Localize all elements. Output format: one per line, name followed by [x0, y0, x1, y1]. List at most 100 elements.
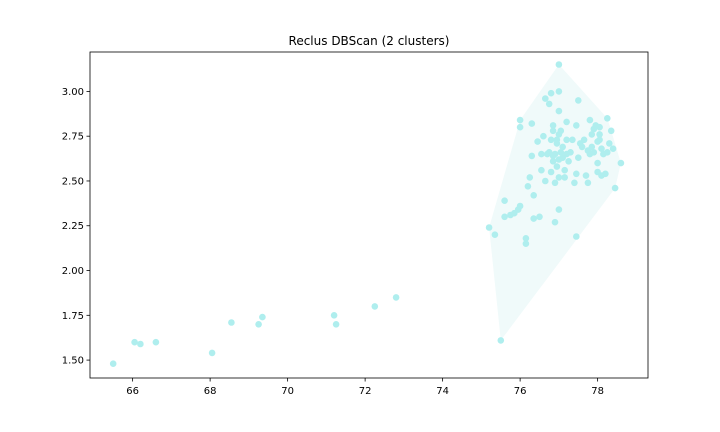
- data-point: [547, 89, 555, 97]
- data-point: [549, 158, 557, 165]
- data-point: [557, 149, 565, 156]
- data-point: [542, 95, 549, 102]
- data-point: [588, 143, 596, 151]
- data-point: [501, 213, 508, 221]
- y-tick-label: 2.25: [62, 221, 84, 232]
- data-point: [540, 132, 547, 140]
- x-tick-label: 72: [359, 386, 372, 397]
- data-point: [109, 360, 117, 368]
- data-point: [553, 140, 561, 147]
- data-point: [516, 202, 524, 210]
- data-point: [542, 177, 549, 185]
- data-point: [137, 340, 144, 348]
- data-point: [528, 120, 536, 127]
- data-point: [563, 136, 570, 144]
- data-point: [392, 294, 400, 301]
- data-point: [611, 184, 619, 192]
- data-point: [588, 131, 596, 138]
- data-point: [131, 338, 138, 346]
- y-tick-label: 2.75: [62, 132, 84, 143]
- data-point: [573, 233, 580, 240]
- data-point: [559, 143, 566, 151]
- data-point: [332, 321, 340, 328]
- data-point: [602, 170, 609, 178]
- cluster-hull: [489, 64, 621, 341]
- data-point: [555, 61, 563, 68]
- x-tick-label: 66: [126, 386, 139, 397]
- data-point: [555, 88, 563, 95]
- x-tick-label: 76: [514, 386, 527, 397]
- y-tick-label: 3.00: [62, 87, 84, 98]
- data-point: [526, 174, 534, 181]
- cluster-hull-layer: [489, 64, 621, 341]
- data-point: [524, 183, 532, 190]
- data-point: [561, 174, 568, 181]
- data-point: [522, 240, 530, 247]
- data-point: [553, 163, 561, 170]
- data-point: [330, 312, 338, 319]
- data-point: [530, 215, 537, 222]
- data-point: [536, 213, 543, 221]
- data-point: [491, 231, 499, 238]
- data-point: [549, 127, 557, 135]
- data-point: [596, 123, 603, 131]
- y-tick-label: 1.50: [62, 356, 84, 367]
- x-tick-label: 78: [591, 386, 604, 397]
- data-points: [109, 61, 625, 368]
- x-tick-label: 74: [436, 386, 449, 397]
- data-point: [530, 192, 537, 199]
- data-point: [497, 337, 505, 344]
- data-point: [547, 136, 555, 144]
- data-point: [547, 168, 555, 176]
- data-point: [516, 123, 524, 131]
- data-point: [557, 127, 565, 135]
- y-tick-label: 2.00: [62, 266, 84, 277]
- data-point: [609, 145, 617, 152]
- data-point: [516, 116, 524, 124]
- data-point: [371, 303, 379, 310]
- data-point: [528, 152, 536, 160]
- data-point: [485, 224, 493, 231]
- data-point: [152, 338, 160, 346]
- data-point: [590, 149, 598, 156]
- chart-title: Reclus DBScan (2 clusters): [289, 34, 450, 48]
- data-point: [594, 159, 601, 167]
- data-point: [604, 149, 611, 156]
- data-point: [255, 321, 262, 328]
- x-tick-label: 68: [204, 386, 217, 397]
- data-point: [575, 154, 582, 161]
- data-point: [501, 197, 508, 204]
- data-point: [580, 136, 588, 144]
- data-point: [569, 136, 576, 144]
- data-point: [551, 218, 559, 226]
- data-point: [606, 140, 613, 147]
- data-point: [538, 166, 545, 174]
- data-point: [565, 158, 572, 165]
- plot-frame: [89, 51, 649, 379]
- data-point: [573, 122, 580, 129]
- y-axis: 1.50 1.75 2.00 2.25 2.50 2.75 3.00: [62, 87, 90, 367]
- data-point: [555, 206, 563, 213]
- data-point: [598, 145, 605, 152]
- data-point: [549, 122, 557, 129]
- y-tick-label: 1.75: [62, 311, 84, 322]
- data-point: [584, 179, 592, 187]
- data-point: [555, 174, 563, 181]
- data-point: [259, 313, 266, 321]
- data-point: [567, 149, 574, 156]
- data-point: [582, 172, 590, 179]
- data-point: [534, 138, 541, 145]
- data-point: [617, 159, 625, 167]
- data-point: [208, 349, 216, 357]
- x-axis: 66 68 70 72 74 76 78: [126, 378, 604, 397]
- data-point: [563, 118, 570, 126]
- data-point: [545, 100, 553, 108]
- data-point: [607, 127, 615, 135]
- data-point: [551, 150, 559, 158]
- data-point: [228, 319, 235, 326]
- data-point: [586, 116, 594, 124]
- data-point: [578, 143, 586, 151]
- data-point: [522, 235, 530, 242]
- data-point: [573, 170, 580, 178]
